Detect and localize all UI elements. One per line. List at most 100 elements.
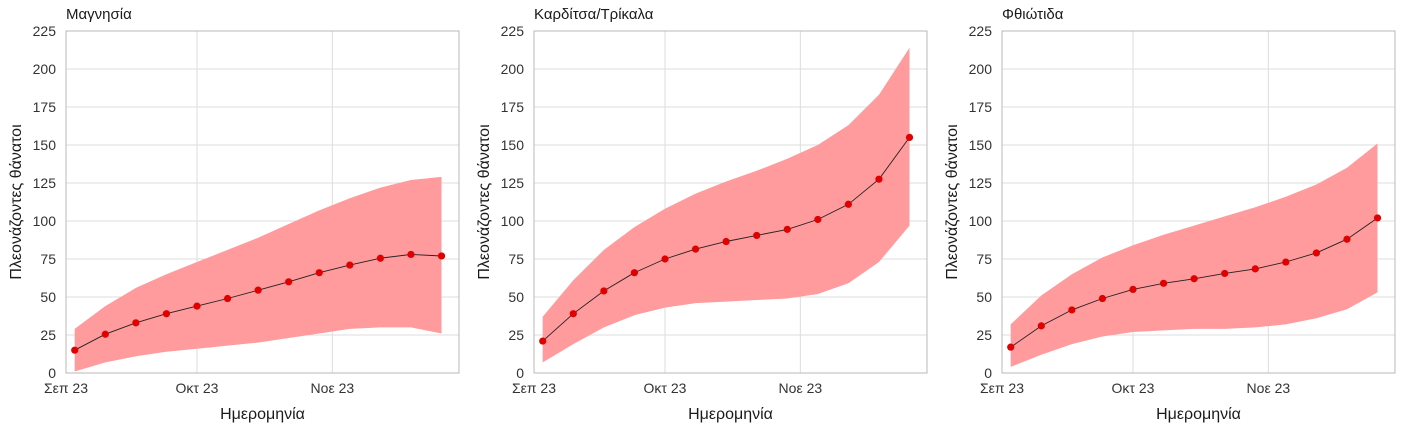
y-axis-label: Πλεονάζοντες θάνατοι [8,124,25,280]
y-axis-label: Πλεονάζοντες θάνατοι [476,124,493,280]
data-point [753,231,761,240]
y-tick-label: 100 [969,213,993,229]
panel-title: Μαγνησία [66,6,132,23]
y-tick-label: 75 [976,251,992,267]
confidence-band [542,47,910,363]
y-tick-label: 200 [969,61,993,77]
y-tick-label: 0 [984,365,992,381]
y-tick-label: 175 [969,99,993,115]
y-tick-label: 0 [516,365,524,381]
panel-title: Φθιώτιδα [1002,6,1064,23]
data-point [661,255,669,263]
data-point [132,319,140,327]
data-point [722,237,730,246]
data-point [223,294,232,303]
y-tick-label: 225 [969,23,993,39]
y-tick-label: 50 [40,289,56,305]
plot-area: 0 25 50 75 100 125 150 175 200 225 Σεπ 23 Οκτ 23 Νοε… [944,23,1396,423]
data-point [254,286,262,294]
x-axis-label: Ημερομηνία [1156,406,1241,423]
y-tick-label: 50 [508,289,524,305]
y-tick-label: 0 [48,365,56,381]
data-point [71,346,79,354]
data-point [1343,235,1351,243]
panel-magnesia: 0 25 50 75 100 125 150 175 200 225 Σεπ 23 Οκτ 23 Νοε… [0,0,468,439]
y-tick-label: 150 [501,137,525,153]
panel-karditsa-trikala: 0 25 50 75 100 125 150 175 200 225 Σεπ 23 Οκτ 23 Νοε… [468,0,936,439]
data-point [1037,322,1045,330]
data-point [346,261,354,269]
data-point [101,330,109,338]
data-point [1282,258,1290,266]
y-tick-label: 125 [501,175,525,191]
panel-fthiotida: 0 25 50 75 100 125 150 175 200 225 Σεπ 23 Οκτ 23 Νοε… [936,0,1404,439]
y-tick-label: 75 [40,251,56,267]
data-point [630,269,639,277]
data-point [407,250,415,259]
panel-border [65,30,460,374]
data-point [1251,265,1259,273]
x-tick-label: Οκτ 23 [644,380,687,396]
y-tick-label: 25 [508,327,524,343]
data-point [875,175,883,183]
y-tick-label: 175 [33,99,57,115]
data-point [376,254,384,262]
panel-border [1001,30,1396,374]
y-tick-label: 50 [976,289,992,305]
data-point [1221,269,1229,278]
y-axis-label: Πλεονάζοντες θάνατοι [944,124,961,280]
data-point [315,269,323,277]
data-point [1373,214,1382,222]
data-point [1068,306,1076,314]
x-tick-label: Οκτ 23 [1112,380,1155,396]
y-tick-label: 150 [33,137,57,153]
data-point [1098,294,1107,303]
data-point [193,302,201,310]
panel-border [533,30,928,374]
y-tick-label: 100 [33,213,57,229]
plot-area: 0 25 50 75 100 125 150 175 200 225 Σεπ 23 Οκτ 23 Νοε… [8,23,460,423]
x-tick-label: Σεπ 23 [980,380,1024,396]
data-point [1159,279,1168,287]
data-point [1190,275,1198,283]
y-tick-label: 75 [508,251,524,267]
y-tick-label: 225 [501,23,525,39]
confidence-band [1010,143,1378,367]
data-point [600,287,608,295]
data-point [691,245,700,253]
chart-svg: 0 25 50 75 100 125 150 175 200 225 Σεπ 23 Οκτ 23 Νοε… [8,6,460,423]
x-tick-label: Σεπ 23 [44,380,88,396]
x-axis-label: Ημερομηνία [688,406,773,423]
data-point [437,252,446,260]
x-tick-label: Νοε 23 [311,380,355,396]
y-tick-label: 125 [33,175,57,191]
y-tick-label: 25 [976,327,992,343]
x-tick-label: Σεπ 23 [512,380,556,396]
chart-svg: 0 25 50 75 100 125 150 175 200 225 Σεπ 23 Οκτ 23 Νοε… [476,6,928,423]
data-point [1007,343,1015,351]
data-point [1129,285,1137,293]
data-point [162,310,171,318]
data-point [783,225,791,233]
data-point [539,337,547,345]
data-point [905,133,914,141]
y-tick-label: 25 [40,327,56,343]
data-point [285,278,293,286]
y-tick-label: 200 [501,61,525,77]
data-point [569,310,577,318]
chart-svg: 0 25 50 75 100 125 150 175 200 225 Σεπ 23 Οκτ 23 Νοε… [944,6,1396,423]
x-tick-label: Νοε 23 [1247,380,1291,396]
data-point [844,200,852,208]
y-tick-label: 200 [33,61,57,77]
data-point [1312,249,1320,257]
confidence-band [74,176,442,372]
y-tick-label: 175 [501,99,525,115]
y-tick-label: 225 [33,23,57,39]
x-axis-label: Ημερομηνία [220,406,305,423]
y-tick-label: 100 [501,213,525,229]
x-tick-label: Νοε 23 [779,380,823,396]
y-tick-label: 150 [969,137,993,153]
panel-title: Καρδίτσα/Τρίκαλα [534,6,654,23]
plot-area: 0 25 50 75 100 125 150 175 200 225 Σεπ 23 Οκτ 23 Νοε… [476,23,928,423]
